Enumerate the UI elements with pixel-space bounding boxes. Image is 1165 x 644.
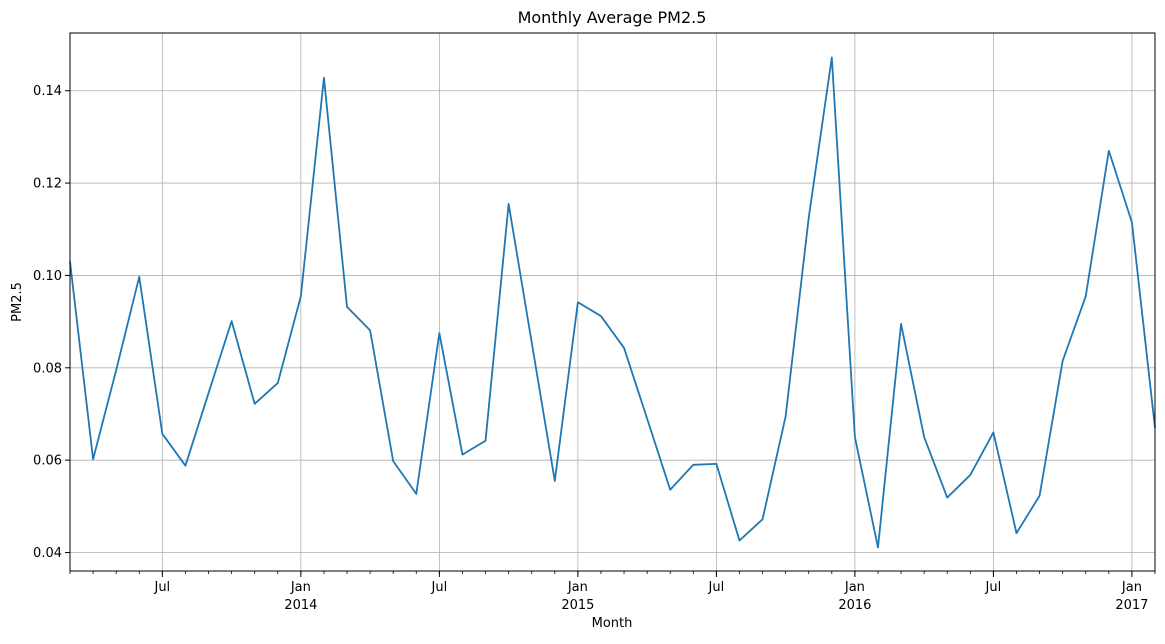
x-tick-label: Jul [431,580,448,595]
y-axis-title: PM2.5 [10,282,25,322]
x-tick-year-label: 2017 [1115,598,1148,613]
y-tick-label: 0.08 [33,361,62,376]
grid [70,33,1155,571]
series-line [70,57,1155,547]
y-tick-label: 0.14 [33,84,62,99]
y-tick-label: 0.04 [33,546,62,561]
x-tick-label: Jul [153,580,170,595]
x-tick-label: Jul [708,580,725,595]
y-tick-label: 0.06 [33,454,62,469]
x-tick-label: Jan [567,580,588,595]
y-tick-label: 0.10 [33,269,62,284]
x-axis-title: Month [592,616,633,631]
axes: 0.04 0.06 0.08 0.10 0.12 0.14 Jul Jan 2014 Jul Jan… [33,84,1155,613]
x-tick-label: Jan [1121,580,1142,595]
x-tick-year-label: 2014 [284,598,317,613]
x-tick-label: Jan [290,580,311,595]
x-tick-label: Jul [985,580,1002,595]
x-tick-year-label: 2016 [838,598,871,613]
y-tick-label: 0.12 [33,177,62,192]
chart-title: Monthly Average PM2.5 [518,8,707,27]
x-tick-year-label: 2015 [561,598,594,613]
plot-frame [70,33,1155,571]
series-layer [70,57,1155,547]
x-tick-label: Jan [844,580,865,595]
